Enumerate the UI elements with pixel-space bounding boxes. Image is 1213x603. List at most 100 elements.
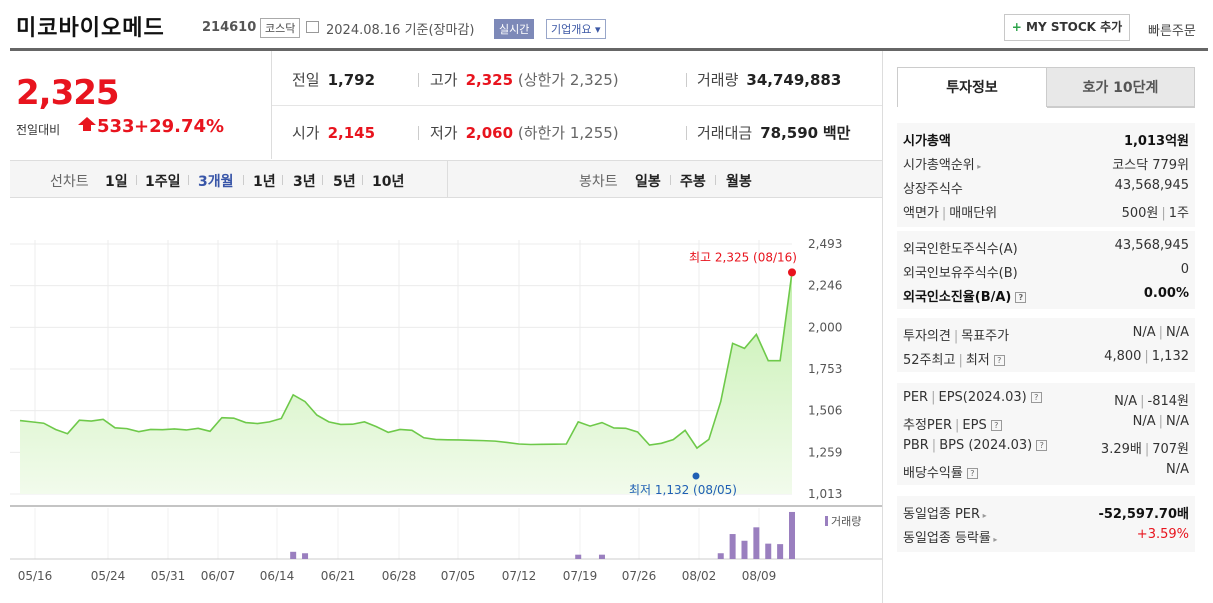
volume-bar bbox=[598, 554, 605, 559]
up-arrow-icon bbox=[78, 117, 96, 125]
volume-bar bbox=[575, 554, 582, 559]
period-1y[interactable]: 1년 bbox=[253, 174, 276, 190]
price-area bbox=[20, 272, 792, 494]
x-tick-label: 07/26 bbox=[622, 569, 657, 583]
info-label: 액면가 | 매매단위 bbox=[903, 206, 998, 221]
period-5y[interactable]: 5년 bbox=[333, 174, 356, 190]
candle-chart-label: 봉차트 bbox=[579, 174, 618, 190]
x-tick-label: 08/09 bbox=[742, 569, 777, 583]
candle-daily[interactable]: 일봉 bbox=[635, 174, 661, 190]
chevron-right-icon: ▸ bbox=[980, 511, 987, 520]
info-row: PER | EPS(2024.03)? N/A | -814원 bbox=[903, 387, 1189, 411]
candle-weekly[interactable]: 주봉 bbox=[680, 174, 706, 190]
x-tick-label: 07/12 bbox=[502, 569, 537, 583]
info-row: 외국인한도주식수(A) 43,568,945 bbox=[903, 235, 1189, 259]
info-row: 상장주식수 43,568,945 bbox=[903, 175, 1189, 199]
tab-orderbook[interactable]: 호가 10단계 bbox=[1046, 67, 1195, 107]
price-chart-svg: 2,493 2,246 2,000 1,753 1,506 1,259 1,013 05/16… bbox=[10, 237, 882, 583]
chart-period-tabs: 선차트 1일 1주일 3개월 1년 3년 5년 10년 봉차트 일봉 주봉 월봉 bbox=[10, 160, 882, 198]
max-point bbox=[788, 268, 796, 277]
help-icon[interactable]: ? bbox=[1030, 392, 1042, 403]
info-value: 3.29배 | 707원 bbox=[1100, 442, 1189, 457]
info-label: 추정PER | EPS? bbox=[903, 414, 1002, 433]
divider bbox=[271, 51, 272, 159]
price-box: 2,325 전일대비 533 +29.74% bbox=[10, 51, 272, 159]
info-label: 상장주식수 bbox=[903, 182, 963, 197]
help-icon[interactable]: ? bbox=[966, 468, 978, 479]
info-group: 외국인한도주식수(A) 43,568,945 외국인보유주식수(B) 0 외국인소진율(… bbox=[897, 231, 1195, 309]
high-price: 고가 2,325 (상한가 2,325) bbox=[430, 71, 619, 89]
calendar-icon bbox=[306, 21, 319, 33]
chevron-right-icon: ▸ bbox=[974, 162, 982, 171]
plus-icon: + bbox=[1011, 20, 1022, 34]
info-label: 52주최고 | 최저? bbox=[903, 349, 1005, 368]
period-3y[interactable]: 3년 bbox=[293, 174, 316, 190]
candle-monthly[interactable]: 월봉 bbox=[726, 174, 752, 190]
period-3m[interactable]: 3개월 bbox=[198, 174, 234, 190]
help-icon[interactable]: ? bbox=[990, 420, 1002, 431]
volume-bar bbox=[717, 553, 724, 559]
line-chart-label: 선차트 bbox=[50, 174, 89, 190]
info-group: 동일업종 PER ▸ -52,597.70배 동일업종 등락률 ▸ +3.59% bbox=[897, 496, 1195, 552]
y-tick-label: 1,013 bbox=[808, 487, 842, 501]
volume-bar bbox=[290, 551, 297, 559]
info-row: 추정PER | EPS? N/A | N/A bbox=[903, 411, 1189, 435]
stock-code: 214610 bbox=[202, 20, 257, 35]
x-tick-label: 05/24 bbox=[91, 569, 126, 583]
info-label: 동일업종 등락률 ▸ bbox=[903, 531, 998, 546]
volume-bar bbox=[729, 534, 736, 559]
divider bbox=[686, 73, 687, 87]
stock-header: 미코바이오메드 214610 코스닥 2024.08.16 기준(장마감) 실시… bbox=[0, 0, 1213, 50]
info-row: 액면가 | 매매단위 500원 | 1주 bbox=[903, 199, 1189, 223]
realtime-button[interactable]: 실시간 bbox=[494, 19, 535, 39]
volume: 거래량 34,749,883 bbox=[697, 71, 842, 89]
divider bbox=[272, 105, 882, 106]
company-overview-dropdown[interactable]: 기업개요 ▾ bbox=[546, 19, 606, 39]
change-percent: +29.74% bbox=[134, 116, 225, 137]
volume-bar bbox=[741, 540, 748, 559]
help-icon[interactable]: ? bbox=[1015, 292, 1027, 303]
info-row: 시가총액순위 ▸ 코스닥 779위 bbox=[903, 151, 1189, 175]
volume-bar bbox=[765, 543, 772, 559]
low-price: 저가 2,060 (하한가 1,255) bbox=[430, 124, 619, 142]
period-1w[interactable]: 1주일 bbox=[145, 174, 181, 190]
info-row: 동일업종 등락률 ▸ +3.59% bbox=[903, 524, 1189, 548]
x-tick-label: 06/07 bbox=[201, 569, 236, 583]
x-tick-label: 06/28 bbox=[382, 569, 417, 583]
volume-legend-swatch bbox=[825, 516, 828, 526]
info-row: 투자의견 | 목표주가 N/A | N/A bbox=[903, 322, 1189, 346]
chevron-right-icon: ▸ bbox=[990, 535, 998, 544]
info-label: 외국인보유주식수(B) bbox=[903, 266, 1018, 281]
base-date: 2024.08.16 기준(장마감) bbox=[326, 23, 475, 38]
help-icon[interactable]: ? bbox=[1036, 440, 1048, 451]
info-value: 43,568,945 bbox=[1114, 178, 1189, 193]
open-price: 시가 2,145 bbox=[292, 124, 376, 142]
quick-order-link[interactable]: 빠른주문 bbox=[1148, 24, 1196, 39]
y-tick-label: 1,506 bbox=[808, 404, 842, 418]
add-mystock-button[interactable]: + MY STOCK 추가 bbox=[1004, 14, 1130, 41]
chevron-down-icon: ▾ bbox=[594, 23, 601, 36]
info-value: 500원 | 1주 bbox=[1121, 206, 1189, 221]
info-row: PBR | BPS (2024.03)? 3.29배 | 707원 bbox=[903, 435, 1189, 459]
volume-legend-label: 거래량 bbox=[831, 515, 861, 528]
x-tick-label: 05/31 bbox=[151, 569, 186, 583]
info-value: 43,568,945 bbox=[1114, 238, 1189, 253]
info-value: -52,597.70배 bbox=[1098, 507, 1189, 522]
volume-bar bbox=[302, 553, 309, 559]
info-group: 투자의견 | 목표주가 N/A | N/A 52주최고 | 최저? 4,800 | 1,132 bbox=[897, 318, 1195, 372]
tab-invest-info[interactable]: 투자정보 bbox=[897, 67, 1047, 107]
market-badge: 코스닥 bbox=[260, 18, 301, 38]
help-icon[interactable]: ? bbox=[993, 355, 1005, 366]
header-divider bbox=[10, 48, 1208, 51]
up-arrow-icon-stem bbox=[83, 125, 91, 131]
period-10y[interactable]: 10년 bbox=[372, 174, 405, 190]
info-label: 배당수익률? bbox=[903, 462, 978, 481]
trade-amount: 거래대금 78,590 백만 bbox=[697, 124, 851, 142]
divider bbox=[418, 126, 419, 140]
price-chart[interactable]: 2,493 2,246 2,000 1,753 1,506 1,259 1,013 05/16… bbox=[10, 198, 882, 603]
period-1d[interactable]: 1일 bbox=[105, 174, 128, 190]
divider bbox=[418, 73, 419, 87]
stock-name: 미코바이오메드 bbox=[16, 16, 165, 41]
info-value: +3.59% bbox=[1136, 527, 1189, 542]
info-row: 외국인보유주식수(B) 0 bbox=[903, 259, 1189, 283]
